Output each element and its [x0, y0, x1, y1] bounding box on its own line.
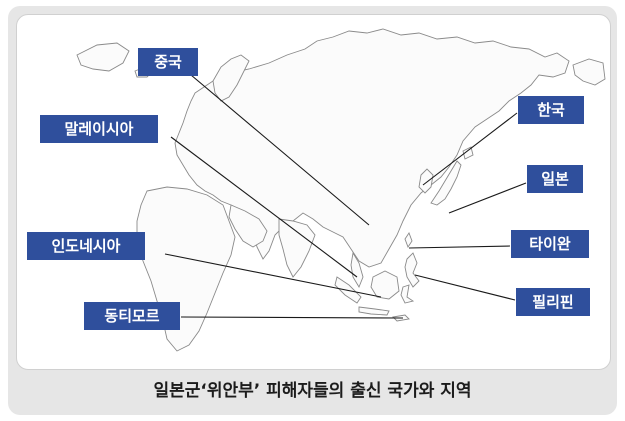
leader-korea — [422, 112, 518, 186]
arctic-islands — [76, 42, 130, 72]
philippines-islands — [404, 252, 420, 288]
label-philippines: 필리핀 — [516, 288, 590, 316]
korean-peninsula — [418, 168, 434, 194]
hokkaido — [462, 146, 474, 160]
label-china: 중국 — [138, 48, 198, 76]
alaska-edge — [572, 58, 606, 86]
sulawesi — [400, 284, 415, 304]
taiwan-island — [404, 232, 413, 248]
label-japan: 일본 — [527, 165, 583, 193]
borneo — [370, 270, 400, 300]
leader-malaysia — [170, 136, 358, 278]
japan-islands — [430, 160, 462, 206]
label-indonesia: 인도네시아 — [27, 232, 145, 260]
indian-subcontinent — [278, 218, 316, 278]
label-east-timor: 동티모르 — [84, 302, 180, 330]
leader-philippines — [414, 274, 516, 301]
figure-caption: 일본군‘위안부’ 피해자들의 출신 국가와 지역 — [153, 381, 472, 401]
leader-indonesia — [164, 253, 382, 298]
java — [358, 306, 390, 316]
leader-china — [190, 74, 370, 226]
leader-taiwan — [408, 245, 511, 249]
label-korea: 한국 — [518, 96, 584, 124]
label-taiwan: 타이완 — [511, 230, 589, 258]
malay-peninsula — [350, 251, 364, 289]
label-malaysia: 말레이시아 — [40, 115, 158, 143]
leader-japan — [448, 182, 527, 214]
leader-east-timor — [180, 316, 404, 319]
arabian-peninsula — [228, 204, 268, 248]
